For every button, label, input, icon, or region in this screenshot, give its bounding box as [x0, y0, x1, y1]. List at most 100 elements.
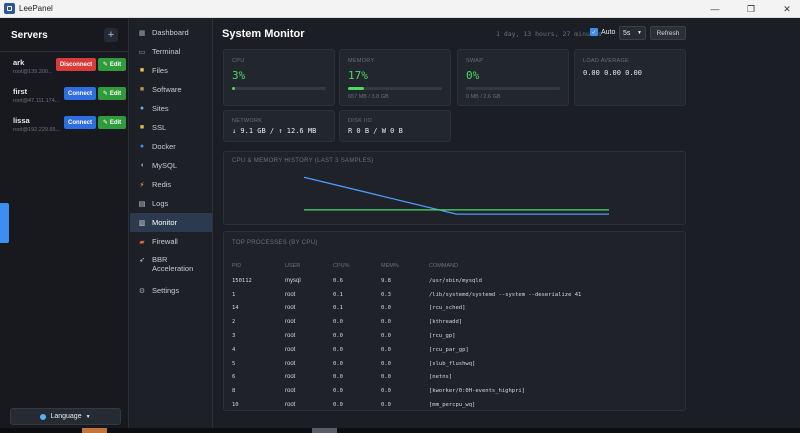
nav-item-monitor[interactable]: ▥ Monitor: [130, 213, 212, 232]
maximize-button[interactable]: ❐: [746, 3, 756, 14]
docker-icon: ●: [139, 143, 145, 150]
nav-item-ssl[interactable]: ■ SSL: [130, 118, 212, 137]
column-header-cpu: CPU%: [333, 263, 350, 269]
memory-card: MEMORY 17% 657 MB / 3.8 GB: [339, 49, 451, 106]
connect-button[interactable]: Connect: [64, 87, 96, 100]
edit-label: Edit: [109, 90, 122, 97]
edit-label: Edit: [109, 61, 122, 68]
taskbar-item[interactable]: [82, 428, 107, 433]
cpu-cell: 0.6: [333, 277, 343, 284]
side-drawer-handle[interactable]: [0, 203, 9, 243]
edit-server-button[interactable]: ✎ Edit: [98, 116, 126, 129]
memory-progress-fill: [348, 87, 364, 90]
command-cell: [netns]: [429, 374, 453, 381]
pencil-icon: ✎: [102, 91, 108, 97]
checkbox-checked-icon[interactable]: ✓: [590, 28, 598, 36]
swap-value: 0%: [466, 69, 480, 82]
swap-detail: 0 MB / 2.6 GB: [466, 94, 501, 100]
nav-item-dashboard[interactable]: ▦ Dashboard: [130, 23, 212, 42]
table-row[interactable]: 2 root 0.0 0.0 [kthreadd]: [232, 315, 679, 329]
nav-item-docker[interactable]: ● Docker: [130, 137, 212, 156]
nav-label: Docker: [152, 142, 176, 151]
processes-panel: TOP PROCESSES (BY CPU) PID USER CPU% MEM…: [223, 231, 686, 411]
minimize-button[interactable]: —: [710, 4, 720, 14]
add-server-button[interactable]: +: [104, 28, 118, 42]
horizontal-scrollbar-thumb[interactable]: [312, 428, 337, 433]
table-row[interactable]: 6 root 0.0 0.0 [netns]: [232, 371, 679, 385]
auto-label: Auto: [601, 28, 616, 36]
table-row[interactable]: 150112 mysql 0.6 9.8/usr/sbin/mysqld: [232, 274, 679, 288]
close-button[interactable]: ✕: [783, 3, 791, 14]
card-label: CPU: [232, 58, 245, 64]
nav-item-logs[interactable]: ▤ Logs: [130, 194, 212, 213]
chart-icon: ▥: [138, 219, 146, 227]
table-row[interactable]: 1 root 0.1 0.3/lib/systemd/systemd --system…: [232, 288, 679, 302]
table-row[interactable]: 8 root 0.0 0.0 [kworker/0:0H-events_highpri]: [232, 384, 679, 398]
command-cell: /usr/sbin/mysqld: [429, 277, 482, 284]
pencil-icon: ✎: [102, 120, 108, 126]
processes-title: TOP PROCESSES (BY CPU): [232, 240, 318, 246]
nav-item-bbr[interactable]: ➶ BBR Acceleration: [130, 251, 212, 281]
language-button[interactable]: Language ▼: [10, 408, 121, 425]
user-cell: root: [285, 305, 296, 312]
cpu-card: CPU 3%: [223, 49, 335, 106]
nav-item-sites[interactable]: ● Sites: [130, 99, 212, 118]
command-cell: [kworker/0:0H-events_highpri]: [429, 388, 526, 395]
pid-cell: 150112: [232, 277, 252, 284]
server-item[interactable]: first root@47.111.174... Connect ✎ Edit: [0, 81, 128, 110]
nav-item-mysql[interactable]: ◖ MySQL: [130, 156, 212, 175]
disk-value: R 0 B / W 0 B: [348, 127, 403, 135]
table-row[interactable]: 5 root 0.0 0.0 [slub_flushwq]: [232, 357, 679, 371]
page-title: System Monitor: [222, 28, 305, 40]
pid-cell: 4: [232, 346, 236, 353]
cpu-cell: 0.1: [333, 291, 343, 298]
server-item[interactable]: ark root@139.200... Disconnect ✎ Edit: [0, 52, 128, 81]
command-cell: [rcu_gp]: [429, 333, 456, 340]
edit-server-button[interactable]: ✎ Edit: [98, 58, 126, 71]
pid-cell: 6: [232, 374, 236, 381]
table-row[interactable]: 14 root 0.1 0.0 [rcu_sched]: [232, 302, 679, 316]
server-name: lissa: [13, 116, 30, 125]
mem-cell: 0.0: [381, 305, 391, 312]
card-label: NETWORK: [232, 118, 263, 124]
nav-item-software[interactable]: ■ Software: [130, 80, 212, 99]
nav-label: Files: [152, 66, 168, 75]
nav-item-firewall[interactable]: ▰ Firewall: [130, 232, 212, 251]
cpu-cell: 0.0: [333, 346, 343, 353]
nav-item-terminal[interactable]: ▭ Terminal: [130, 42, 212, 61]
database-icon: ◖: [139, 162, 145, 169]
refresh-button[interactable]: Refresh: [650, 26, 686, 40]
edit-server-button[interactable]: ✎ Edit: [98, 87, 126, 100]
pid-cell: 3: [232, 333, 236, 340]
auto-refresh-toggle[interactable]: ✓ Auto: [590, 28, 615, 36]
memory-progress: [348, 87, 442, 90]
nav-label: Software: [152, 85, 182, 94]
table-row[interactable]: 3 root 0.0 0.0 [rcu_gp]: [232, 329, 679, 343]
nav-item-redis[interactable]: ⚡ Redis: [130, 175, 212, 194]
table-row[interactable]: 4 root 0.0 0.0 [rcu_par_gp]: [232, 343, 679, 357]
disconnect-button[interactable]: Disconnect: [56, 58, 96, 71]
terminal-icon: ▭: [138, 48, 146, 56]
column-header-user: USER: [285, 263, 301, 269]
bolt-icon: ⚡: [139, 181, 145, 189]
server-address: root@47.111.174...: [13, 98, 60, 104]
cpu-cell: 0.0: [333, 402, 343, 409]
user-cell: root: [285, 388, 296, 395]
server-item[interactable]: lissa root@192.229.65... Connect ✎ Edit: [0, 110, 128, 139]
nav-item-files[interactable]: ■ Files: [130, 61, 212, 80]
caret-down-icon: ▼: [85, 413, 91, 420]
cpu-cell: 0.0: [333, 374, 343, 381]
connect-button[interactable]: Connect: [64, 116, 96, 129]
window-title: LeePanel: [19, 4, 53, 13]
nav-label: SSL: [152, 123, 167, 132]
table-row[interactable]: 10 root 0.0 0.0 [mm_percpu_wq]: [232, 398, 679, 412]
app-logo-icon: [4, 3, 15, 14]
nav-label: MySQL: [152, 161, 178, 170]
monitor-page: System Monitor 1 day, 13 hours, 27 minut…: [214, 19, 800, 433]
interval-select[interactable]: 5s ▼: [619, 26, 646, 40]
divider: [0, 51, 128, 52]
nav-item-settings[interactable]: ⚙ Settings: [130, 281, 212, 300]
edit-label: Edit: [109, 119, 122, 126]
card-label: DISK I/O: [348, 118, 373, 124]
mem-cell: 9.8: [381, 277, 391, 284]
